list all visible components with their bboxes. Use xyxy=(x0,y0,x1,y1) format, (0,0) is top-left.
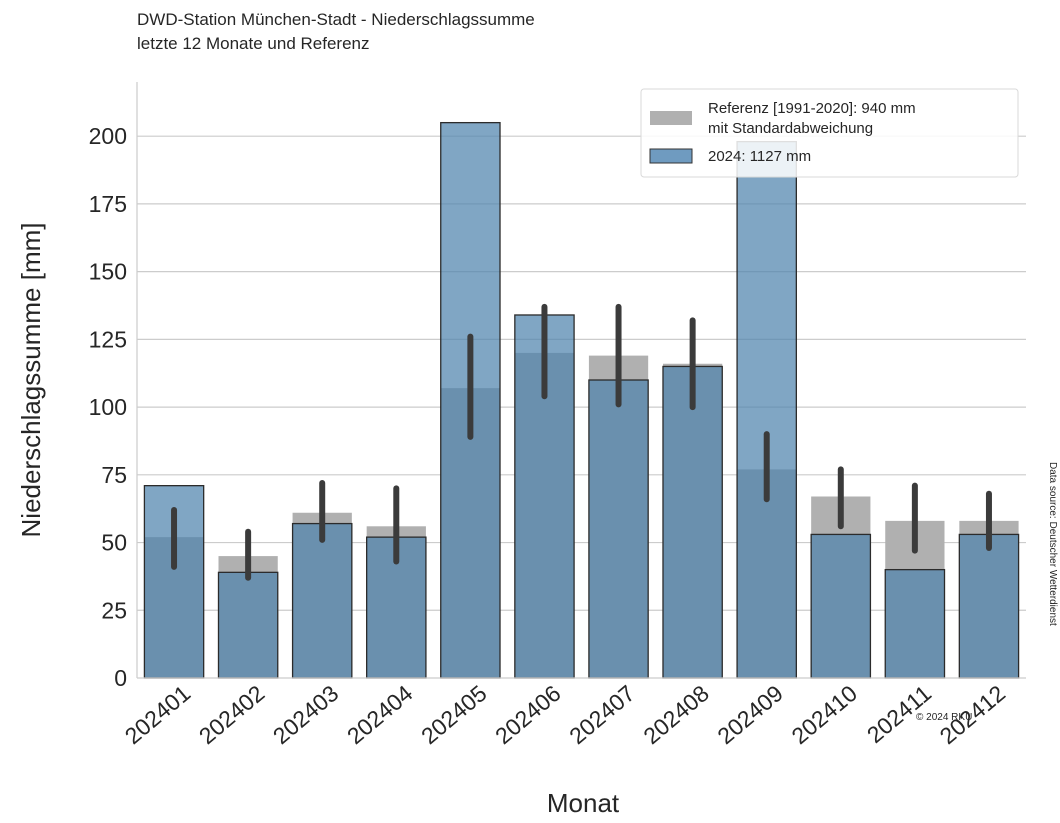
chart-title: DWD-Station München-Stadt - Niederschlag… xyxy=(137,10,535,29)
bar-2024-202412 xyxy=(958,533,1020,679)
year-2024-bars xyxy=(143,121,1020,679)
legend-swatch-reference xyxy=(650,111,692,125)
x-tick-label-202405: 202405 xyxy=(416,680,492,749)
bar-2024-202410 xyxy=(810,533,872,679)
x-tick-label-202409: 202409 xyxy=(712,680,788,749)
x-tick-label-202402: 202402 xyxy=(194,680,270,749)
data-source-note: Data source: Deutscher Wetterdienst xyxy=(1047,462,1058,626)
bar-2024-202408 xyxy=(662,365,723,679)
x-tick-label-202406: 202406 xyxy=(490,680,566,749)
x-tick-label-202401: 202401 xyxy=(120,680,196,749)
y-tick-label-200: 200 xyxy=(89,123,127,149)
bar-2024-202407 xyxy=(588,379,649,679)
x-tick-label-202410: 202410 xyxy=(786,680,862,749)
bar-2024-202402 xyxy=(217,571,279,679)
legend-label-2024: 2024: 1127 mm xyxy=(708,148,811,165)
y-tick-labels: 0 25 50 75 100 125 150 175 200 xyxy=(89,123,127,691)
y-tick-label-50: 50 xyxy=(101,530,127,556)
y-tick-label-0: 0 xyxy=(114,665,127,691)
bar-2024-202411 xyxy=(884,568,946,679)
y-tick-label-175: 175 xyxy=(89,191,127,217)
legend-frame xyxy=(640,88,1019,178)
error-bars xyxy=(171,303,992,581)
x-tick-label-202408: 202408 xyxy=(638,680,714,749)
x-tick-label-202407: 202407 xyxy=(564,680,640,749)
legend-swatch-2024 xyxy=(649,148,693,164)
copyright-note: © 2024 RKU xyxy=(916,712,972,723)
bar-2024-202409 xyxy=(736,140,797,679)
x-tick-labels: 2024012024022024032024042024052024062024… xyxy=(120,680,1010,749)
legend-label-reference-line1: Referenz [1991-2020]: 940 mm xyxy=(708,100,916,117)
x-tick-label-202403: 202403 xyxy=(268,680,344,749)
chart-subtitle: letzte 12 Monate und Referenz xyxy=(137,34,369,53)
grid-lines xyxy=(137,135,1026,611)
y-tick-label-100: 100 xyxy=(89,394,127,420)
x-axis-label: Monat xyxy=(547,788,620,818)
y-tick-label-125: 125 xyxy=(89,326,127,352)
y-tick-label-75: 75 xyxy=(101,462,127,488)
y-axis-label: Niederschlagssumme [mm] xyxy=(16,223,46,538)
y-tick-label-25: 25 xyxy=(101,597,127,623)
legend: Referenz [1991-2020]: 940 mm mit Standar… xyxy=(640,88,1019,178)
y-tick-label-150: 150 xyxy=(89,259,127,285)
bar-2024-202403 xyxy=(291,522,353,679)
legend-label-reference-line2: mit Standardabweichung xyxy=(708,120,873,137)
x-tick-label-202404: 202404 xyxy=(342,680,418,749)
